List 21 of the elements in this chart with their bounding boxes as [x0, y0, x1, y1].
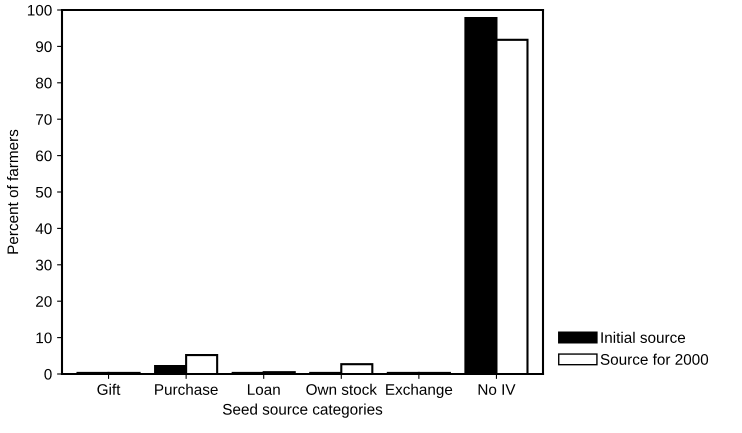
y-tick-label: 100	[28, 4, 52, 16]
y-tick-label: 20	[36, 296, 52, 307]
y-tick-label: 70	[36, 114, 52, 125]
y-tick-label: 50	[36, 186, 52, 198]
y-axis-title: Percent of farmers	[7, 130, 18, 254]
x-tick-label: Gift	[97, 384, 120, 395]
x-axis-title: Seed source categories	[222, 404, 382, 418]
x-tick-label: Exchange	[386, 384, 452, 398]
legend-label: Initial source	[601, 332, 686, 343]
y-tick-label: 0	[44, 368, 52, 380]
legend-label: Source for 2000	[600, 354, 708, 365]
y-tick-label: 10	[36, 332, 52, 344]
y-tick-label: 90	[36, 41, 52, 52]
x-tick-label: No IV	[478, 384, 516, 395]
x-tick-label: Loan	[248, 384, 280, 395]
y-tick-label: 40	[36, 223, 52, 234]
y-tick-label: 80	[36, 78, 52, 88]
y-tick-label: 60	[36, 150, 52, 162]
y-tick-label: 30	[36, 260, 52, 270]
x-tick-label: Own stock	[306, 384, 377, 395]
x-tick-label: Purchase	[155, 384, 218, 395]
